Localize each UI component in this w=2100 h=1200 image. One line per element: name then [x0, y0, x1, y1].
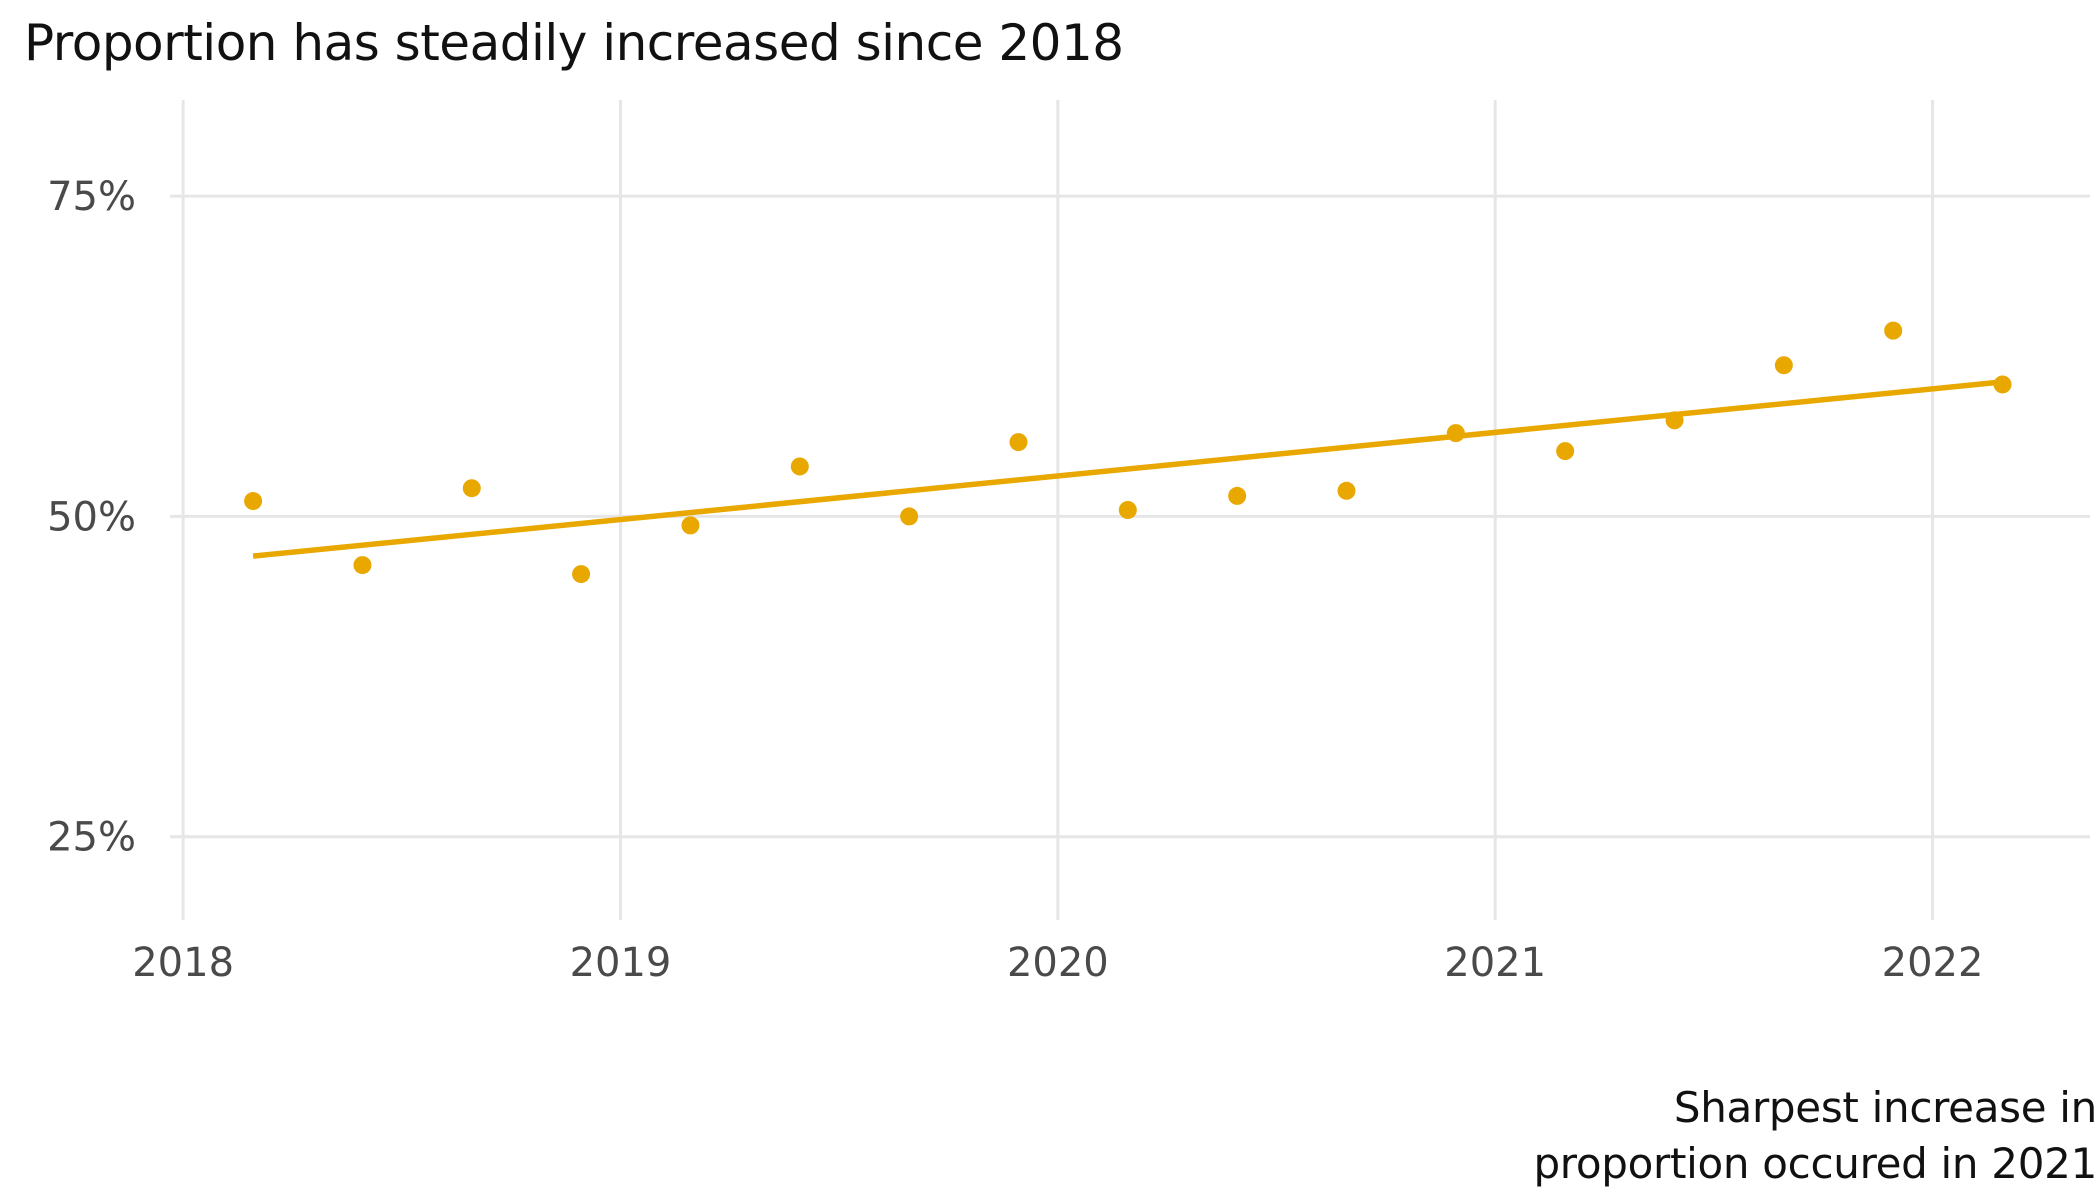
y-tick-label: 25% [47, 815, 136, 861]
data-point-1 [244, 492, 263, 511]
x-tick-label: 2019 [570, 940, 672, 986]
x-tick-label: 2022 [1882, 940, 1984, 986]
chart-caption: Sharpest increase in proportion occured i… [1533, 1080, 2097, 1192]
chart-title: Proportion has steadily increased since … [24, 14, 1124, 72]
data-point-2 [353, 556, 372, 575]
data-point-6 [790, 457, 809, 476]
data-point-7 [900, 507, 919, 526]
data-point-14 [1665, 411, 1684, 430]
data-point-4 [572, 565, 591, 584]
data-point-10 [1228, 486, 1247, 505]
x-axis-tick-labels: 2018 2019 2020 2021 2022 [132, 940, 1983, 986]
y-tick-label: 50% [47, 494, 136, 540]
data-point-11 [1337, 481, 1356, 500]
x-tick-label: 2021 [1444, 940, 1546, 986]
caption-line-2: proportion occured in 2021 [1533, 1139, 2097, 1188]
data-point-13 [1556, 442, 1575, 461]
data-points-group [244, 321, 2012, 584]
data-point-12 [1446, 424, 1465, 443]
caption-line-1: Sharpest increase in [1673, 1083, 2097, 1132]
y-axis-tick-labels: 25% 50% 75% [47, 174, 136, 861]
grid-lines [170, 100, 2090, 920]
x-tick-label: 2018 [132, 940, 234, 986]
data-point-17 [1993, 375, 2012, 394]
data-point-15 [1774, 356, 1793, 375]
trend-line [252, 379, 2003, 559]
data-point-8 [1009, 433, 1028, 452]
data-point-5 [681, 516, 700, 535]
data-point-9 [1118, 501, 1137, 519]
data-point-16 [1884, 321, 1903, 340]
trend-line-group [252, 379, 2003, 559]
y-tick-label: 75% [47, 174, 136, 220]
data-point-3 [462, 479, 481, 498]
x-tick-label: 2020 [1007, 940, 1109, 986]
